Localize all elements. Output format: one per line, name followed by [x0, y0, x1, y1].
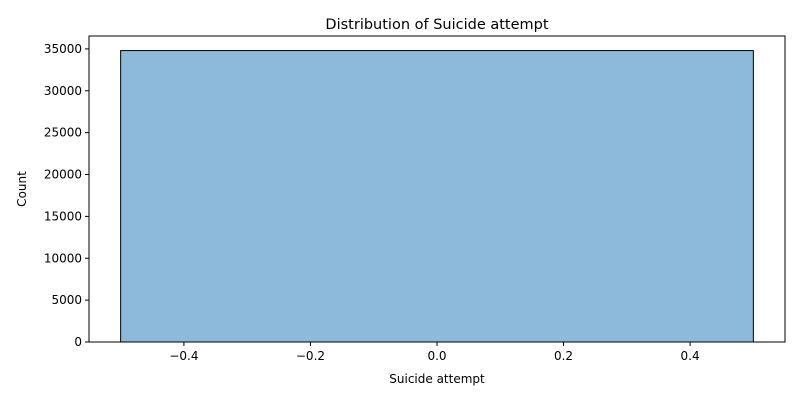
x-tick-label: 0.2 — [554, 349, 573, 363]
x-axis: −0.4 −0.2 0.0 0.2 0.4 — [169, 342, 700, 363]
y-tick-label: 30000 — [44, 84, 82, 98]
bar-0 — [120, 50, 754, 343]
y-tick-label: 25000 — [44, 126, 82, 140]
x-tick-label: 0.4 — [681, 349, 700, 363]
x-tick-label: −0.2 — [296, 349, 325, 363]
bars-layer — [120, 50, 754, 343]
y-tick-label: 0 — [74, 335, 82, 349]
y-tick-label: 15000 — [44, 209, 82, 223]
y-axis: 0 5000 10000 15000 20000 25000 30000 35000 — [44, 42, 89, 349]
y-tick-label: 5000 — [51, 293, 82, 307]
y-tick-label: 10000 — [44, 251, 82, 265]
x-axis-title: Suicide attempt — [389, 372, 485, 386]
y-tick-label: 35000 — [44, 42, 82, 56]
x-tick-label: −0.4 — [169, 349, 198, 363]
x-tick-label: 0.0 — [427, 349, 446, 363]
y-axis-title: Count — [15, 171, 29, 207]
y-tick-label: 20000 — [44, 168, 82, 182]
chart-title: Distribution of Suicide attempt — [325, 17, 548, 33]
